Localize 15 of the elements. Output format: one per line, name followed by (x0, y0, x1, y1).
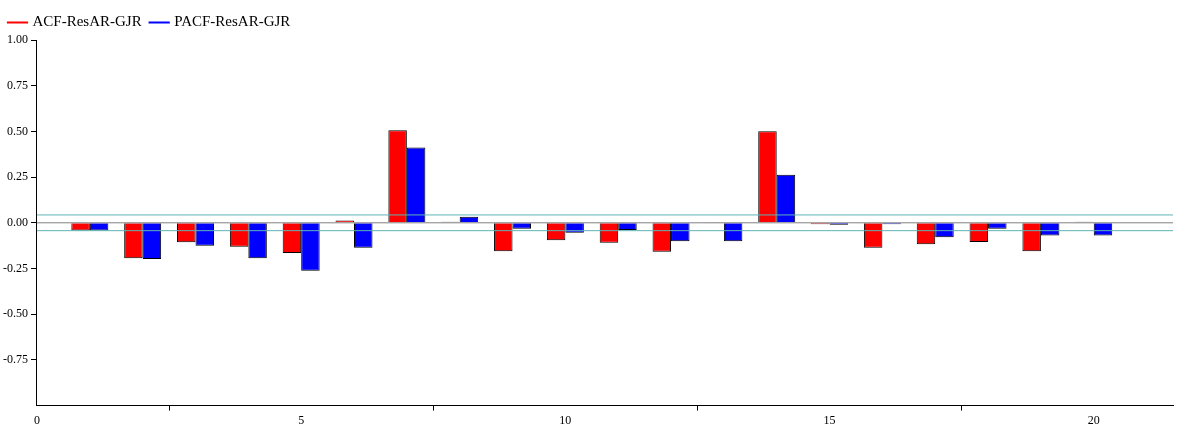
y-tick-label: 0.50 (7, 123, 28, 138)
x-tick-label: 10 (559, 412, 572, 427)
y-tick-label: 0.75 (7, 77, 28, 92)
y-tick-label: 1.00 (7, 32, 28, 47)
y-tick-label: 0.00 (7, 214, 28, 229)
x-tick-label: 20 (1087, 412, 1100, 427)
x-tick-label: 5 (298, 412, 305, 427)
y-tick-label: 0.25 (7, 169, 28, 184)
y-tick-label: -0.50 (3, 306, 28, 321)
x-tick-label: 15 (823, 412, 836, 427)
y-tick-label: -0.25 (3, 260, 28, 275)
x-tick-label: 0 (34, 412, 40, 427)
legend-label: PACF-ResAR-GJR (174, 13, 291, 30)
legend-label: ACF-ResAR-GJR (32, 13, 142, 30)
y-tick-label: -0.75 (3, 352, 28, 367)
